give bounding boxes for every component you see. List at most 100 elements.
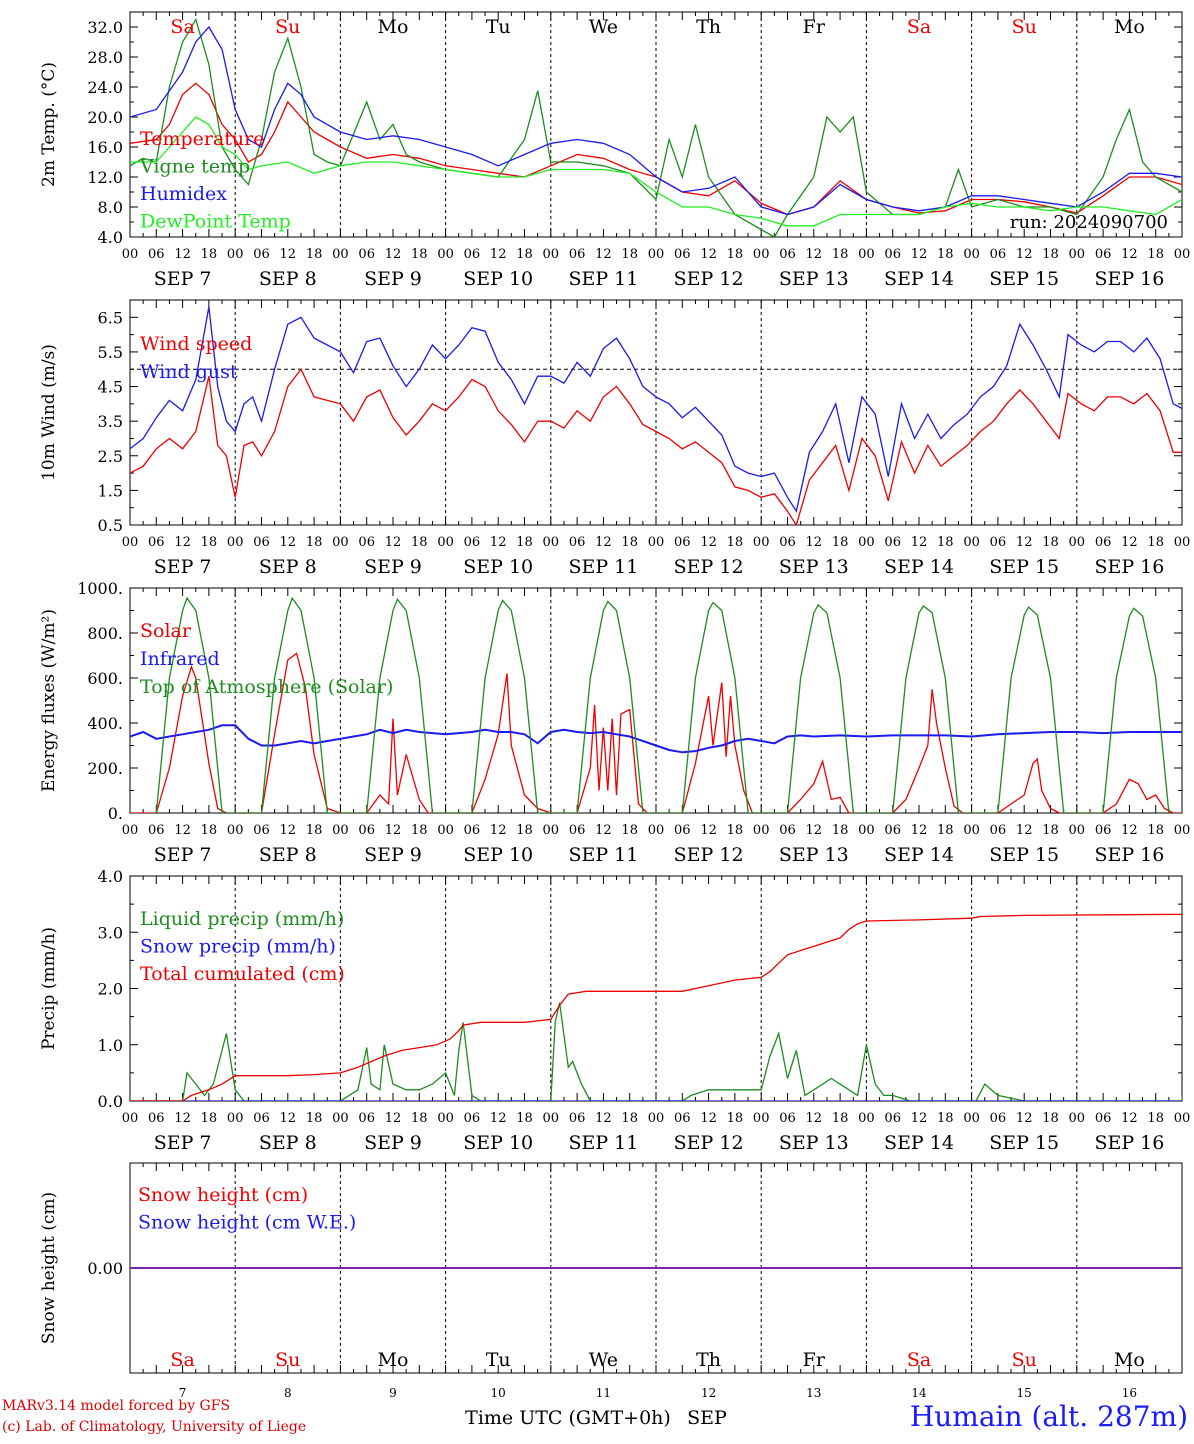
y-axis-title: 10m Wind (m/s) <box>39 344 59 481</box>
hour-label: 18 <box>516 823 533 838</box>
hour-label: 18 <box>832 1111 849 1126</box>
hour-label: 18 <box>516 1111 533 1126</box>
date-label: SEP 14 <box>884 556 954 578</box>
hour-label: 18 <box>937 247 954 262</box>
day-number: 7 <box>179 1386 187 1400</box>
hour-label: 06 <box>464 535 481 550</box>
series-line-vigne-temp <box>130 17 1182 237</box>
date-label: SEP 7 <box>154 1132 212 1154</box>
hour-label: 18 <box>201 247 218 262</box>
date-label: SEP 11 <box>568 268 638 290</box>
hour-label: 00 <box>753 823 770 838</box>
hour-label: 18 <box>1147 535 1164 550</box>
hour-label: 12 <box>806 535 823 550</box>
series-line-wind-gust <box>130 306 1182 513</box>
hour-label: 18 <box>727 1111 744 1126</box>
legend-entry: Snow precip (mm/h) <box>140 936 336 958</box>
y-tick-label: 6.5 <box>98 308 123 327</box>
legend-entry: Liquid precip (mm/h) <box>140 908 344 930</box>
date-label: SEP 11 <box>568 1132 638 1154</box>
hour-label: 18 <box>727 535 744 550</box>
y-tick-label: 0.5 <box>98 516 123 535</box>
hour-label: 12 <box>911 823 928 838</box>
credit-lab: (c) Lab. of Climatology, University of L… <box>2 1419 307 1435</box>
weekday-label: Mo <box>1114 1349 1145 1371</box>
y-tick-label: 2.5 <box>98 447 123 466</box>
y-tick-label: 400. <box>87 714 123 733</box>
day-number: 16 <box>1122 1386 1137 1400</box>
date-label: SEP 8 <box>259 556 317 578</box>
date-label: SEP 12 <box>674 1132 744 1154</box>
hour-label: 12 <box>490 1111 507 1126</box>
hour-label: 00 <box>227 247 244 262</box>
hour-label: 18 <box>937 823 954 838</box>
hour-label: 00 <box>227 535 244 550</box>
hour-label: 06 <box>253 535 270 550</box>
legend-entry: DewPoint Temp <box>140 211 291 233</box>
date-label: SEP 15 <box>989 556 1059 578</box>
y-tick-label: 20.0 <box>87 108 123 127</box>
hour-label: 18 <box>727 823 744 838</box>
legend-entry: Total cumulated (cm) <box>140 963 345 985</box>
weekday-label: We <box>589 16 618 38</box>
panel-2: 0.5 1.5 2.5 3.5 4.5 5.5 6.5 10m Wind (m/s) Wind … <box>39 299 1190 578</box>
day-number: 15 <box>1017 1386 1032 1400</box>
y-axis-title: Snow height (cm) <box>39 1192 59 1344</box>
hour-label: 12 <box>174 1111 191 1126</box>
hour-label: 06 <box>1095 535 1112 550</box>
y-tick-label: 2.0 <box>98 980 123 999</box>
hour-label: 18 <box>1147 247 1164 262</box>
hour-label: 18 <box>832 247 849 262</box>
hour-label: 00 <box>963 1111 980 1126</box>
weekday-label: Sa <box>907 1349 931 1371</box>
y-tick-label: 0.0 <box>98 1092 123 1111</box>
y-tick-label: 8.0 <box>98 198 123 217</box>
hour-label: 06 <box>148 535 165 550</box>
date-label: SEP 8 <box>259 1132 317 1154</box>
plot-frame <box>129 587 1183 814</box>
plot-frame <box>129 11 1183 238</box>
hour-label: 06 <box>674 1111 691 1126</box>
hour-label: 18 <box>306 247 323 262</box>
weekday-label: Tu <box>486 16 511 38</box>
hour-label: 06 <box>569 247 586 262</box>
hour-label: 00 <box>753 535 770 550</box>
hour-label: 12 <box>385 823 402 838</box>
hour-label: 06 <box>464 247 481 262</box>
hour-label: 06 <box>148 823 165 838</box>
legend-entry: Snow height (cm) <box>138 1184 308 1206</box>
hour-label: 18 <box>1147 1111 1164 1126</box>
bottom-axis: 7 8 9 10 11 12 13 14 15 16 Time UTC (GMT+0h) SEP <box>179 1386 1137 1429</box>
hour-label: 12 <box>700 535 717 550</box>
date-label: SEP 16 <box>1094 844 1164 866</box>
legend-entry: Wind speed <box>140 333 252 355</box>
hour-label: 12 <box>911 247 928 262</box>
hour-label: 12 <box>1121 823 1138 838</box>
y-tick-label: 3.5 <box>98 412 123 431</box>
hour-label: 06 <box>779 1111 796 1126</box>
hour-label: 12 <box>700 247 717 262</box>
date-label: SEP 14 <box>884 268 954 290</box>
hour-label: 06 <box>674 535 691 550</box>
hour-label: 12 <box>806 247 823 262</box>
hour-label: 06 <box>779 247 796 262</box>
y-tick-label: 0.00 <box>87 1259 123 1278</box>
hour-label: 06 <box>1095 1111 1112 1126</box>
hour-label: 06 <box>253 247 270 262</box>
weekday-label: Sa <box>170 1349 194 1371</box>
run-label: run: 2024090700 <box>1010 212 1168 233</box>
weekday-label: Th <box>696 16 721 38</box>
hour-label: 18 <box>201 823 218 838</box>
legend-entry: Snow height (cm W.E.) <box>138 1212 356 1234</box>
hour-label: 06 <box>358 823 375 838</box>
hour-label: 00 <box>227 1111 244 1126</box>
hour-label: 12 <box>174 823 191 838</box>
y-tick-label: 1.0 <box>98 1036 123 1055</box>
legend-entry: Humidex <box>140 183 227 205</box>
hour-label: 06 <box>674 247 691 262</box>
series-line-liquid-precip-mm-h- <box>130 1002 1182 1101</box>
hour-label: 00 <box>332 247 349 262</box>
hour-label: 12 <box>490 247 507 262</box>
